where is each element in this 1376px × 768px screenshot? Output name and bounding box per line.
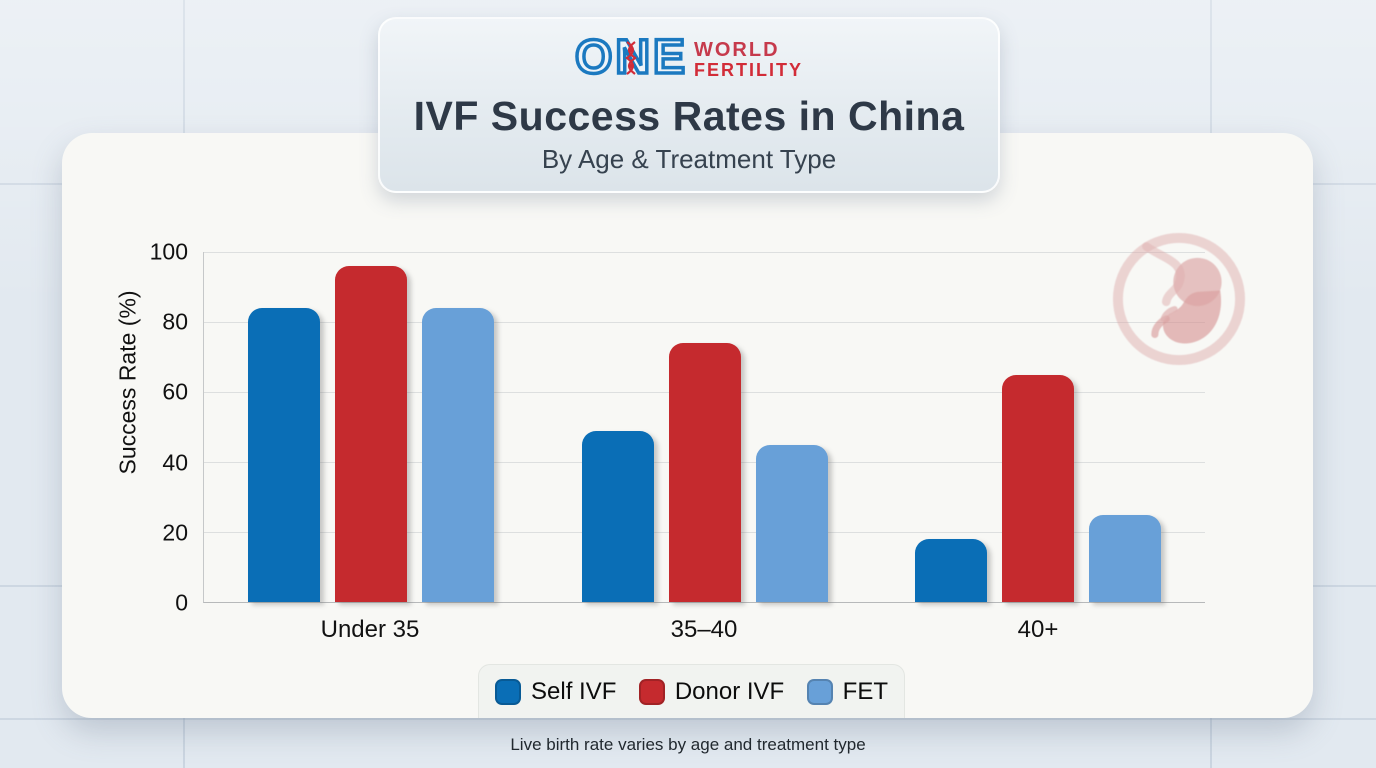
bar-groups: [204, 252, 1205, 602]
y-tick-label-0: 0: [175, 589, 188, 616]
gridline-100: [204, 252, 1205, 253]
legend-item-fet: FET: [806, 677, 888, 706]
bar-self-ivf-under-35: [247, 308, 320, 602]
bar-fet-under-35: [421, 308, 494, 602]
plot-area: [203, 252, 1205, 603]
legend-label-self-ivf: Self IVF: [531, 677, 617, 705]
legend-label-donor-ivf: Donor IVF: [674, 677, 785, 705]
bar-group-35-40: [538, 252, 872, 602]
bar-fet-35-40: [755, 444, 828, 602]
bar-group-40: [871, 252, 1205, 602]
y-tick-label-100: 100: [149, 238, 188, 265]
x-axis-labels: Under 35 35–40 40+: [203, 616, 1205, 644]
y-tick-label-20: 20: [162, 519, 188, 546]
logo-world-text: WORLD: [694, 39, 780, 62]
legend-swatch-donor-ivf: [638, 678, 665, 705]
bar-group-under-35: [204, 252, 538, 602]
gridline-80: [204, 322, 1205, 323]
fetus-icon: [1112, 232, 1246, 366]
legend-item-donor-ivf: Donor IVF: [638, 677, 785, 706]
legend-swatch-fet: [806, 678, 833, 705]
bar-donor-ivf-35-40: [668, 343, 741, 602]
bar-donor-ivf-under-35: [334, 266, 407, 602]
bar-self-ivf-40: [915, 539, 988, 602]
bar-donor-ivf-40: [1002, 374, 1075, 602]
x-tick-label-40: 40+: [1017, 616, 1059, 643]
logo-words: WORLD FERTILITY: [694, 40, 803, 80]
dna-icon: [625, 41, 638, 75]
bar-self-ivf-35-40: [581, 430, 654, 602]
y-axis-title: Success Rate (%): [115, 290, 142, 474]
legend-item-self-ivf: Self IVF: [495, 678, 616, 706]
footer-note: Live birth rate varies by age and treatm…: [510, 735, 866, 754]
y-tick-label-40: 40: [162, 449, 188, 476]
page-title: IVF Success Rates in China: [413, 93, 965, 139]
logo-fertility-text: FERTILITY: [694, 60, 803, 81]
logo-one-wordmark: ONE: [573, 31, 688, 84]
y-tick-label-80: 80: [162, 308, 188, 335]
x-tick-label-35-40: 35–40: [670, 616, 738, 643]
header-badge: ONE WORLD FERTILITY IVF Success Rates in…: [378, 17, 1000, 193]
brand-logo: ONE WORLD FERTILITY: [380, 31, 998, 85]
x-tick-label-under-35: Under 35: [320, 616, 420, 643]
y-tick-label-60: 60: [162, 378, 188, 405]
legend-swatch-self-ivf: [495, 678, 521, 705]
bar-fet-40: [1089, 514, 1162, 602]
legend-label-fet: FET: [842, 677, 888, 705]
page-subtitle: By Age & Treatment Type: [541, 144, 837, 174]
chart-legend: Self IVF Donor IVF FET: [478, 664, 905, 718]
